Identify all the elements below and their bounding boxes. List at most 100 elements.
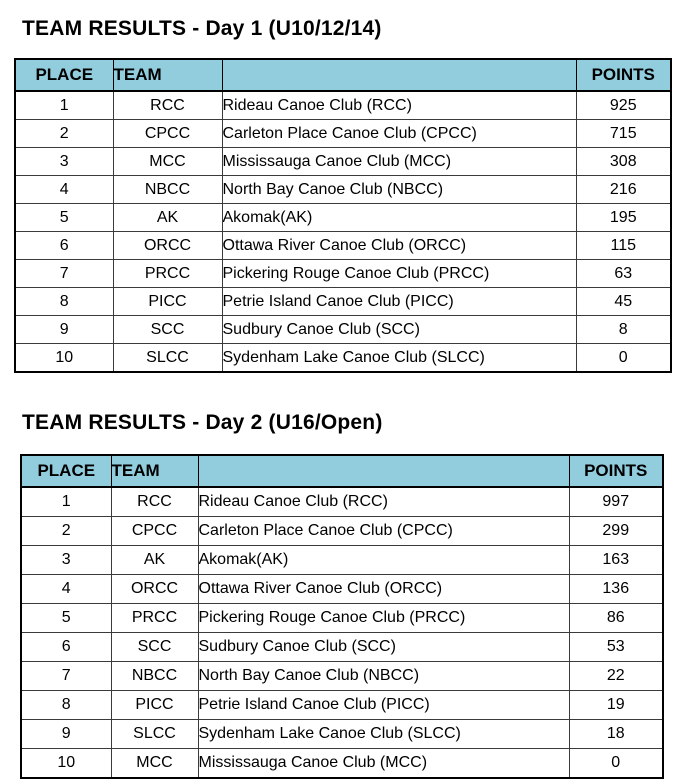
club-name-cell: Sudbury Canoe Club (SCC)	[221, 315, 577, 344]
day2-title: TEAM RESULTS - Day 2 (U16/Open)	[22, 411, 383, 434]
club-name-cell: Carleton Place Canoe Club (CPCC)	[197, 516, 570, 546]
club-name-cell: Pickering Rouge Canoe Club (PRCC)	[221, 259, 577, 288]
club-name-cell: Petrie Island Canoe Club (PICC)	[221, 287, 577, 316]
team-cell: SCC	[110, 632, 199, 662]
team-cell: SLCC	[110, 719, 199, 749]
place-cell: 1	[20, 486, 112, 517]
table-row: 1 RCC Rideau Canoe Club (RCC) 997	[20, 486, 664, 517]
club-name-cell: Mississauga Canoe Club (MCC)	[197, 748, 570, 779]
team-cell: SLCC	[112, 343, 223, 373]
table-row: 5 AK Akomak(AK) 195	[14, 203, 672, 232]
place-cell: 4	[20, 574, 112, 604]
team-cell: AK	[110, 545, 199, 575]
day2-header-row: PLACE TEAM POINTS	[20, 454, 664, 488]
club-name-cell: Rideau Canoe Club (RCC)	[221, 90, 577, 120]
place-cell: 7	[14, 259, 114, 288]
team-cell: NBCC	[112, 175, 223, 204]
place-cell: 6	[20, 632, 112, 662]
club-name-cell: Mississauga Canoe Club (MCC)	[221, 147, 577, 176]
club-name-cell: North Bay Canoe Club (NBCC)	[197, 661, 570, 691]
table-row: 10 SLCC Sydenham Lake Canoe Club (SLCC) 0	[14, 343, 672, 373]
place-cell: 5	[20, 603, 112, 633]
team-cell: RCC	[110, 486, 199, 517]
place-cell: 2	[20, 516, 112, 546]
points-cell: 115	[575, 231, 672, 260]
club-name-cell: Petrie Island Canoe Club (PICC)	[197, 690, 570, 720]
day1-results-section: TEAM RESULTS - Day 1 (U10/12/14) PLACE T…	[0, 17, 684, 373]
club-name-cell: Rideau Canoe Club (RCC)	[197, 486, 570, 517]
place-cell: 10	[14, 343, 114, 373]
table-row: 3 MCC Mississauga Canoe Club (MCC) 308	[14, 147, 672, 176]
day1-header-row: PLACE TEAM POINTS	[14, 58, 672, 92]
col-header-club-name	[197, 454, 570, 488]
points-cell: 86	[568, 603, 664, 633]
col-header-team: TEAM	[112, 58, 223, 92]
club-name-cell: North Bay Canoe Club (NBCC)	[221, 175, 577, 204]
place-cell: 1	[14, 90, 114, 120]
table-row: 2 CPCC Carleton Place Canoe Club (CPCC) 299	[20, 516, 664, 546]
day1-results-table: PLACE TEAM POINTS 1 RCC Rideau Canoe Club …	[14, 58, 672, 373]
table-row: 7 NBCC North Bay Canoe Club (NBCC) 22	[20, 661, 664, 691]
team-cell: CPCC	[112, 119, 223, 148]
col-header-team: TEAM	[110, 454, 199, 488]
place-cell: 9	[20, 719, 112, 749]
team-cell: AK	[112, 203, 223, 232]
points-cell: 22	[568, 661, 664, 691]
table-row: 9 SCC Sudbury Canoe Club (SCC) 8	[14, 315, 672, 344]
team-cell: PRCC	[112, 259, 223, 288]
place-cell: 8	[14, 287, 114, 316]
table-row: 8 PICC Petrie Island Canoe Club (PICC) 19	[20, 690, 664, 720]
place-cell: 2	[14, 119, 114, 148]
day1-table-body: 1 RCC Rideau Canoe Club (RCC) 925 2 CPCC Carle…	[14, 90, 672, 373]
team-cell: PICC	[110, 690, 199, 720]
table-row: 6 ORCC Ottawa River Canoe Club (ORCC) 115	[14, 231, 672, 260]
team-cell: ORCC	[112, 231, 223, 260]
points-cell: 308	[575, 147, 672, 176]
day2-table-body: 1 RCC Rideau Canoe Club (RCC) 997 2 CPCC Carle…	[20, 486, 664, 779]
points-cell: 216	[575, 175, 672, 204]
table-row: 5 PRCC Pickering Rouge Canoe Club (PRCC) 86	[20, 603, 664, 633]
col-header-points: POINTS	[575, 58, 672, 92]
table-row: 4 ORCC Ottawa River Canoe Club (ORCC) 136	[20, 574, 664, 604]
team-cell: MCC	[110, 748, 199, 779]
club-name-cell: Akomak(AK)	[197, 545, 570, 575]
club-name-cell: Ottawa River Canoe Club (ORCC)	[197, 574, 570, 604]
place-cell: 6	[14, 231, 114, 260]
table-row: 8 PICC Petrie Island Canoe Club (PICC) 45	[14, 287, 672, 316]
place-cell: 9	[14, 315, 114, 344]
club-name-cell: Carleton Place Canoe Club (CPCC)	[221, 119, 577, 148]
place-cell: 3	[14, 147, 114, 176]
points-cell: 63	[575, 259, 672, 288]
points-cell: 53	[568, 632, 664, 662]
place-cell: 4	[14, 175, 114, 204]
points-cell: 8	[575, 315, 672, 344]
club-name-cell: Ottawa River Canoe Club (ORCC)	[221, 231, 577, 260]
team-cell: RCC	[112, 90, 223, 120]
team-cell: SCC	[112, 315, 223, 344]
team-cell: NBCC	[110, 661, 199, 691]
points-cell: 195	[575, 203, 672, 232]
club-name-cell: Sydenham Lake Canoe Club (SLCC)	[197, 719, 570, 749]
table-row: 6 SCC Sudbury Canoe Club (SCC) 53	[20, 632, 664, 662]
place-cell: 10	[20, 748, 112, 779]
club-name-cell: Akomak(AK)	[221, 203, 577, 232]
points-cell: 18	[568, 719, 664, 749]
team-cell: ORCC	[110, 574, 199, 604]
points-cell: 19	[568, 690, 664, 720]
day2-results-table: PLACE TEAM POINTS 1 RCC Rideau Canoe Club …	[20, 454, 664, 779]
table-row: 1 RCC Rideau Canoe Club (RCC) 925	[14, 90, 672, 120]
day1-title: TEAM RESULTS - Day 1 (U10/12/14)	[22, 17, 382, 40]
club-name-cell: Pickering Rouge Canoe Club (PRCC)	[197, 603, 570, 633]
col-header-place: PLACE	[20, 454, 112, 488]
points-cell: 715	[575, 119, 672, 148]
team-cell: PICC	[112, 287, 223, 316]
team-cell: CPCC	[110, 516, 199, 546]
points-cell: 136	[568, 574, 664, 604]
points-cell: 163	[568, 545, 664, 575]
team-cell: PRCC	[110, 603, 199, 633]
table-row: 3 AK Akomak(AK) 163	[20, 545, 664, 575]
table-row: 4 NBCC North Bay Canoe Club (NBCC) 216	[14, 175, 672, 204]
points-cell: 0	[575, 343, 672, 373]
day2-results-section: TEAM RESULTS - Day 2 (U16/Open) PLACE TE…	[0, 411, 684, 779]
